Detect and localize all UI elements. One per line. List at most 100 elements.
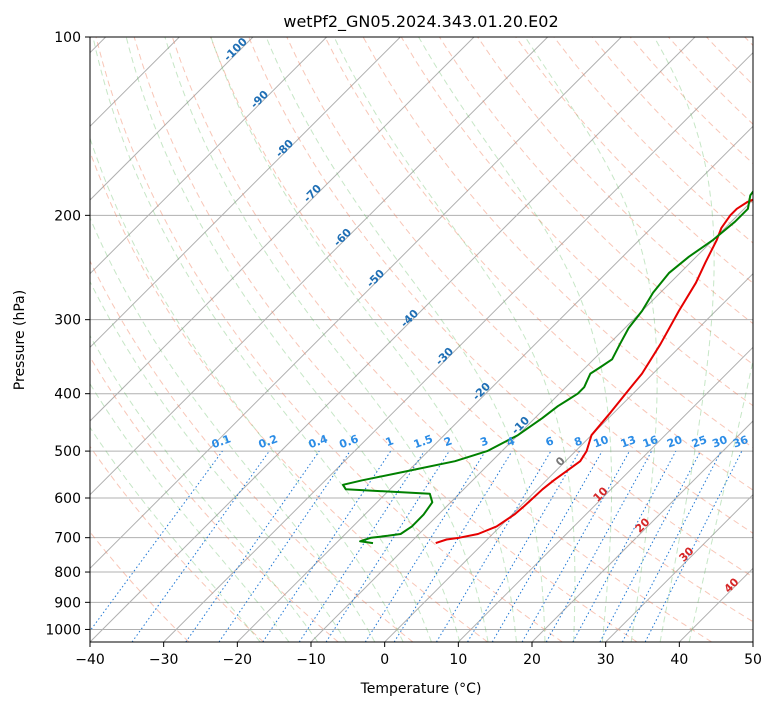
x-axis-label: Temperature (°C) <box>360 681 482 697</box>
y-tick-label: 300 <box>54 313 81 329</box>
mixing-ratio-label: 10 <box>592 433 611 451</box>
x-tick-label: 40 <box>670 652 688 668</box>
mixing-ratio-line <box>325 450 450 642</box>
x-tick-label: −30 <box>149 652 179 668</box>
mixing-ratio-label: 25 <box>690 433 709 450</box>
dry-adiabat <box>210 37 753 623</box>
y-tick-label: 100 <box>54 30 81 46</box>
mixing-ratio-label: 0.2 <box>257 432 280 451</box>
isotherm-line <box>90 37 475 422</box>
x-tick-label: 20 <box>523 652 541 668</box>
chart-title: wetPf2_GN05.2024.343.01.20.E02 <box>283 12 558 32</box>
moist-adiabat <box>333 37 576 642</box>
dry-adiabat <box>286 37 753 534</box>
dry-adiabat <box>324 37 753 491</box>
mixing-ratio-line <box>467 450 580 642</box>
isotherm-line <box>605 493 753 642</box>
mixing-ratio-line <box>491 450 603 642</box>
mixing-ratio-label: 3 <box>478 434 490 449</box>
mixing-ratio-label: 20 <box>665 433 684 451</box>
mixing-ratio-line <box>521 450 630 642</box>
moist-adiabat <box>653 37 715 642</box>
dewpoint-profile-line <box>342 190 753 545</box>
dry-adiabat <box>90 356 339 642</box>
isotherm-line <box>384 272 753 642</box>
mixing-ratio-line <box>393 450 513 642</box>
y-tick-label: 200 <box>54 208 81 224</box>
isotherm-line <box>90 37 328 275</box>
mixing-ratio-label: 13 <box>619 433 638 450</box>
mixing-ratio-line <box>572 450 677 642</box>
mixing-ratio-label: 16 <box>641 433 660 451</box>
x-tick-label: −40 <box>75 652 105 668</box>
isotherm-line <box>90 37 696 642</box>
mixing-ratio-label: 0.4 <box>307 432 330 451</box>
moist-adiabat <box>688 358 753 642</box>
mixing-ratio-line <box>545 450 653 642</box>
dry-adiabat <box>95 37 563 642</box>
mixing-ratio-line <box>435 450 552 642</box>
moist-adiabat <box>92 37 432 642</box>
mixing-ratio-label: 1.5 <box>412 432 435 451</box>
mixing-ratio-label: 36 <box>731 433 750 451</box>
mixing-ratio-line <box>364 450 486 642</box>
x-axis: −40 −30 −20 −10 0 10 20 30 40 50 <box>75 642 762 668</box>
mixing-ratio-label: 1 <box>384 434 396 449</box>
y-tick-label: 700 <box>54 531 81 547</box>
moist-adiabat <box>125 37 461 642</box>
moist-adiabat <box>164 37 489 642</box>
y-tick-label: 500 <box>54 444 81 460</box>
moist-adiabat <box>524 37 658 642</box>
temperature-profile-line <box>435 198 753 545</box>
mixing-ratio-line <box>218 450 351 642</box>
x-tick-label: −10 <box>296 652 326 668</box>
dry-adiabat <box>171 37 712 642</box>
mixing-ratio-line <box>185 450 320 642</box>
moist-adiabat <box>90 136 404 642</box>
y-tick-label: 600 <box>54 491 81 507</box>
isotherm-line <box>90 37 401 349</box>
dry-adiabat <box>248 37 753 578</box>
x-tick-label: 50 <box>744 652 762 668</box>
moist-adiabat <box>90 382 290 642</box>
y-axis: 100 200 300 400 500 600 700 800 900 1000 <box>45 30 90 638</box>
moist-adiabat <box>90 426 261 642</box>
isotherm-line <box>310 199 753 642</box>
isotherm-line <box>90 37 549 496</box>
dry-adiabat <box>133 37 638 642</box>
isotherm-line <box>531 420 753 642</box>
isotherm-line <box>752 641 753 642</box>
mixing-ratio-label: 6 <box>544 434 556 449</box>
moist-adiabat <box>418 37 613 642</box>
moist-adiabat <box>210 37 517 642</box>
mixing-ratio-label: 8 <box>572 434 584 449</box>
y-tick-label: 400 <box>54 387 81 403</box>
isotherm-line <box>90 37 622 570</box>
y-tick-label: 800 <box>54 565 81 581</box>
moist-adiabat <box>90 216 376 642</box>
x-tick-label: 10 <box>449 652 467 668</box>
mixing-ratio-label: 30 <box>710 433 729 451</box>
moist-adiabat <box>265 37 546 642</box>
dry-adiabat <box>90 445 264 642</box>
background-lines <box>90 37 753 642</box>
y-tick-label: 900 <box>54 595 81 611</box>
mixing-ratio-label: 0.1 <box>210 432 233 451</box>
isotherm-line <box>163 51 753 642</box>
y-axis-label: Pressure (hPa) <box>12 290 28 390</box>
x-tick-label: −20 <box>223 652 253 668</box>
mixing-ratio-label: 4 <box>505 434 517 449</box>
plot-background <box>90 37 753 642</box>
moist-adiabat <box>90 280 347 642</box>
isotherm-line <box>457 346 753 642</box>
series-layer <box>342 190 753 545</box>
isotherm-line <box>90 37 254 201</box>
dry-adiabat <box>90 259 414 642</box>
plot-frame <box>89 36 754 643</box>
dry-adiabat <box>515 37 753 284</box>
y-tick-label: 1000 <box>45 622 81 638</box>
x-tick-label: 0 <box>380 652 389 668</box>
moist-adiabat <box>90 334 319 642</box>
mixing-ratio-label: 2 <box>442 434 454 449</box>
